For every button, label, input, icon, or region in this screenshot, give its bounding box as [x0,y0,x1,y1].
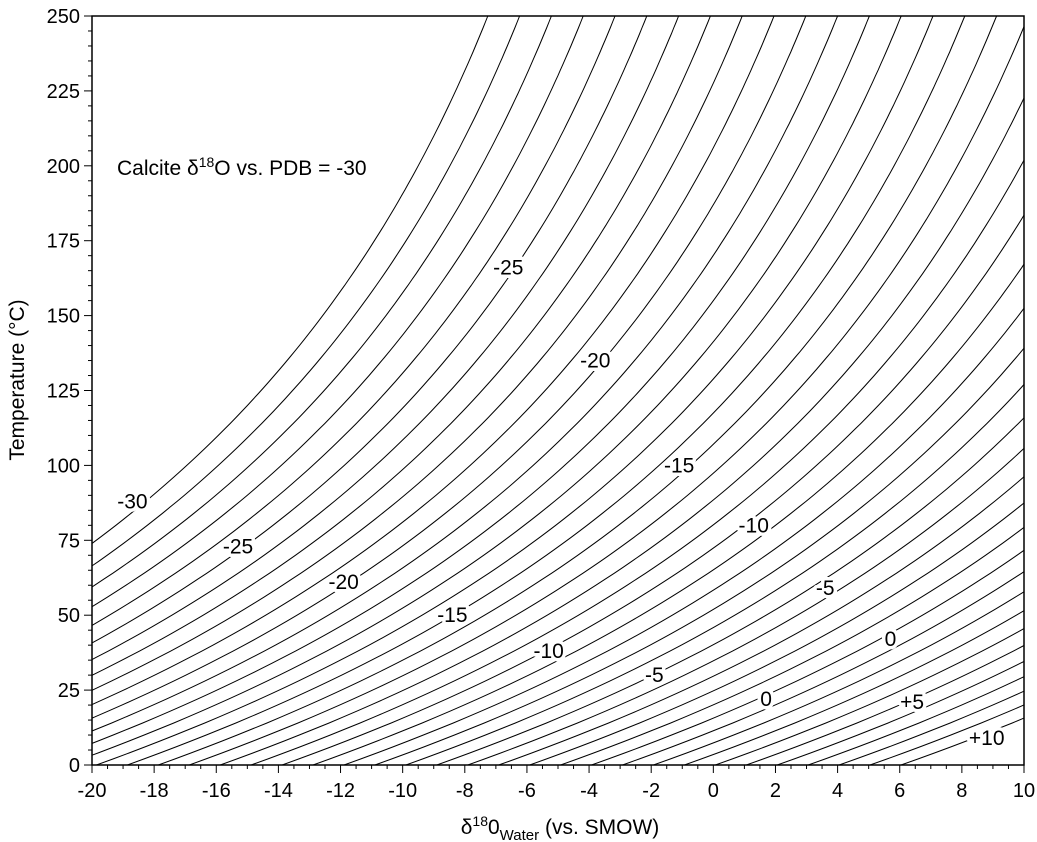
contour-label: -30 [117,490,147,513]
contour-label: -10 [534,640,564,663]
contour-line [436,417,1025,766]
y-axis-title: Temperature (°C) [6,299,29,460]
contour-line [91,15,521,567]
contour-line [250,159,1025,766]
contour-line [498,476,1025,766]
contour-label: -20 [580,350,610,373]
annotation: Calcite δ18O vs. PDB = -30 [117,154,367,180]
contour-line [220,97,1025,766]
y-tick-label: 125 [47,381,80,403]
contour-line [91,15,902,756]
contour-label: -5 [816,577,835,600]
y-tick-label: 200 [47,156,80,178]
contour-lines [91,15,1025,766]
x-tick-label: -18 [140,780,169,802]
contour-label: 0 [885,628,897,651]
x-tick-label: 8 [956,780,967,802]
contour-line [405,384,1025,766]
y-tick-label: 50 [58,605,80,627]
y-tick-label: 150 [47,306,80,328]
contour-line [622,571,1025,766]
contour-line [281,214,1025,766]
y-tick-label: 25 [58,680,80,702]
contour-line [343,307,1025,766]
annotation-post: O vs. PDB = -30 [214,157,366,180]
contour-line [91,15,775,706]
contour-line [127,15,966,766]
contour-line [312,263,1025,766]
contour-label: -5 [645,664,664,687]
contour-line [869,704,1025,766]
x-tick-label: -12 [326,780,355,802]
contour-label: -10 [739,514,769,537]
x-tick-label: -10 [388,780,417,802]
x-axis-title: δ180Water (vs. SMOW) [461,813,660,842]
contour-label: -25 [223,535,253,558]
contour-line [777,661,1025,766]
y-tick-label: 100 [47,455,80,477]
x-tick-label: -4 [580,780,598,802]
contour-line [91,15,584,608]
contour-line [91,15,839,732]
y-axis-ticks: 0 25 50 75 100 125 150 175 200 225 250 [47,6,92,777]
x-axis-title-sub: Water [500,827,539,842]
contour-line [715,628,1025,766]
contour-line [158,15,998,766]
x-tick-label: -8 [456,780,474,802]
x-tick-label: -16 [202,780,231,802]
x-axis-title-rest: (vs. SMOW) [539,816,659,839]
contour-label: +10 [969,727,1005,750]
contour-line [91,15,711,676]
x-tick-label: 10 [1013,780,1035,802]
contour-line [91,15,680,661]
contour-line [560,527,1025,766]
contour-line [91,15,807,719]
annotation-sup: 18 [199,154,215,170]
x-tick-label: -6 [518,780,536,802]
x-axis-ticks: -20 -18 -16 -14 -12 -10 -8 -6 -4 -2 0 2 4 6 8 10 [78,765,1035,802]
x-tick-label: 6 [894,780,905,802]
x-axis-title-base: δ [461,816,473,839]
contour-line [900,717,1025,766]
y-tick-label: 175 [47,231,80,253]
annotation-pre: Calcite δ [117,157,199,180]
contour-line [189,26,1025,766]
contour-line [591,549,1025,766]
contour-line [91,15,489,544]
contour-line [91,15,648,644]
x-axis-title-main: 0 [488,816,500,839]
x-tick-label: -2 [642,780,660,802]
contour-label: 0 [760,688,772,711]
y-tick-label: 0 [69,755,80,777]
x-tick-label: 4 [832,780,843,802]
contour-labels: -30 -25 -20 -15 -10 -5 0 +5 +10 -25 -20 -15 -10 -5 0 [114,253,1008,753]
contour-label: -15 [437,604,467,627]
contour-label: +5 [900,691,924,714]
x-tick-label: 2 [770,780,781,802]
y-tick-label: 75 [58,530,80,552]
contour-label: -25 [493,257,523,280]
contour-label: -15 [664,454,694,477]
x-tick-label: -20 [78,780,107,802]
contour-line [684,610,1025,766]
contour-line [91,15,616,626]
x-axis-title-sup: 18 [472,813,488,829]
contour-line [91,15,743,691]
contour-line [467,448,1025,766]
contour-line [838,690,1025,766]
contour-line [808,676,1025,766]
contour-line [91,15,870,744]
contour-line [746,645,1025,766]
contour-line [374,347,1025,766]
contour-label: -20 [328,571,358,594]
x-tick-label: 0 [708,780,719,802]
y-tick-label: 225 [47,81,80,103]
contour-line [653,591,1025,766]
y-tick-label: 250 [47,6,80,28]
contour-line [96,15,934,766]
contour-line [529,502,1025,766]
x-tick-label: -14 [264,780,293,802]
contour-line [91,15,552,588]
